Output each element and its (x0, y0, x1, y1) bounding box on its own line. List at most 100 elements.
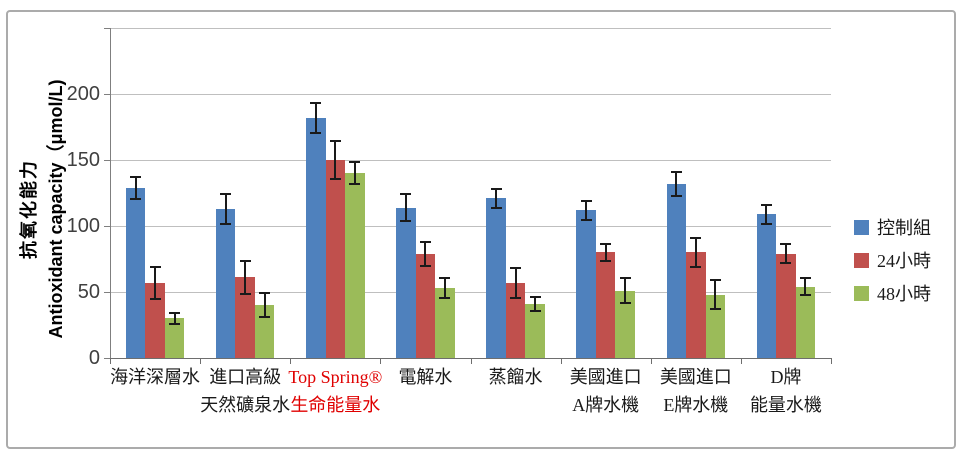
error-bar-cap-bottom (490, 206, 502, 209)
error-bar-24小時-0 (149, 265, 161, 300)
error-bar-cap-top (709, 278, 721, 281)
error-bar-cap-top (760, 203, 772, 206)
error-bar-24小時-2 (329, 140, 341, 180)
error-bar-stem (604, 243, 607, 262)
error-bar-控制組-3 (400, 193, 412, 223)
category-label-2: Top Spring® 生命能量水 (280, 363, 390, 419)
y-tick-0 (104, 358, 110, 359)
error-bar-控制組-2 (310, 101, 322, 134)
error-bar-cap-bottom (529, 309, 541, 312)
bar-48小時-4 (525, 303, 545, 358)
error-bar-48小時-2 (349, 161, 361, 186)
error-bar-cap-top (670, 170, 682, 173)
error-bar-stem (675, 170, 678, 197)
error-bar-控制組-0 (130, 175, 142, 200)
error-bar-stem (495, 187, 498, 209)
error-bar-cap-bottom (310, 131, 322, 134)
error-bar-cap-top (169, 311, 181, 314)
x-tick-6 (650, 359, 652, 364)
error-bar-stem (585, 199, 588, 221)
error-bar-cap-top (439, 277, 451, 280)
error-bar-stem (765, 203, 768, 225)
error-bar-stem (424, 240, 427, 267)
error-bar-48小時-4 (529, 295, 541, 312)
error-bar-cap-bottom (239, 292, 251, 295)
bar-控制組-4 (486, 198, 506, 358)
bar-控制組-2 (306, 117, 326, 358)
y-tick-label-100: 100 (66, 215, 100, 237)
error-bar-48小時-7 (799, 277, 811, 296)
bar-24小時-6 (686, 252, 706, 358)
x-tick-4 (470, 359, 472, 364)
gridline-200 (110, 94, 831, 95)
error-bar-stem (224, 193, 227, 225)
error-bar-控制組-4 (490, 187, 502, 209)
gridline-150 (110, 160, 831, 161)
error-bar-24小時-5 (600, 243, 612, 262)
legend-item-48小時: 48小時 (854, 283, 931, 304)
error-bar-cap-top (149, 265, 161, 268)
error-bar-cap-bottom (220, 222, 232, 225)
category-label-line: D牌 (770, 367, 802, 387)
legend-swatch-24小時 (854, 252, 869, 268)
error-bar-cap-bottom (510, 296, 522, 299)
bar-24小時-0 (145, 282, 165, 358)
error-bar-cap-bottom (329, 177, 341, 180)
error-bar-stem (443, 277, 446, 299)
bar-24小時-5 (595, 252, 616, 358)
error-bar-stem (353, 161, 356, 186)
bar-控制組-5 (576, 210, 596, 358)
error-bar-cap-top (490, 187, 502, 190)
category-label-line: 能量水機 (749, 395, 822, 415)
plot-area (110, 28, 831, 358)
error-bar-cap-bottom (670, 194, 682, 197)
category-label-5: 美國進口 A牌水機 (551, 363, 661, 419)
error-bar-stem (314, 101, 317, 134)
bar-48小時-3 (435, 288, 455, 358)
legend-item-24小時: 24小時 (854, 250, 931, 271)
x-axis-line (110, 358, 832, 359)
legend: 控制組 24小時 48小時 (854, 217, 931, 316)
error-bar-stem (694, 236, 697, 269)
category-label-line: 生命能量水 (290, 395, 381, 415)
error-bar-24小時-3 (419, 240, 431, 267)
y-tick-label-200: 200 (66, 83, 100, 105)
error-bar-cap-bottom (349, 183, 361, 186)
gridline-100 (110, 226, 831, 227)
legend-swatch-控制組 (854, 219, 869, 235)
error-bar-控制組-1 (220, 193, 232, 225)
y-tick-150 (104, 160, 110, 161)
bar-24小時-4 (505, 282, 526, 358)
x-tick-5 (560, 359, 562, 364)
bar-48小時-0 (164, 318, 185, 358)
category-label-line: Top Spring® (288, 367, 383, 387)
error-bar-cap-bottom (419, 264, 431, 267)
bar-24小時-3 (415, 253, 436, 358)
error-bar-cap-top (310, 101, 322, 104)
bar-控制組-7 (756, 214, 777, 358)
category-label-line: A牌水機 (572, 395, 640, 415)
error-bar-控制組-5 (580, 199, 592, 221)
error-bar-stem (714, 278, 717, 311)
error-bar-cap-top (510, 266, 522, 269)
bar-24小時-1 (235, 277, 255, 358)
x-tick-1 (200, 359, 202, 364)
x-tick-0 (110, 359, 111, 364)
y-tick-250 (104, 28, 110, 29)
x-tick-2 (290, 359, 292, 364)
error-bar-cap-top (239, 260, 251, 263)
error-bar-stem (134, 175, 137, 200)
error-bar-cap-top (130, 175, 142, 178)
error-bar-stem (154, 265, 157, 300)
category-label-line: 蒸餾水 (488, 367, 543, 387)
error-bar-控制組-6 (670, 170, 682, 197)
error-bar-cap-top (349, 161, 361, 164)
chart-outer-border (6, 10, 956, 449)
error-bar-stem (263, 292, 266, 319)
error-bar-cap-top (780, 243, 792, 246)
legend-item-控制組: 控制組 (854, 217, 931, 238)
y-tick-label-0: 0 (88, 347, 100, 369)
legend-label-48小時: 48小時 (877, 284, 931, 304)
bar-48小時-7 (795, 286, 816, 358)
